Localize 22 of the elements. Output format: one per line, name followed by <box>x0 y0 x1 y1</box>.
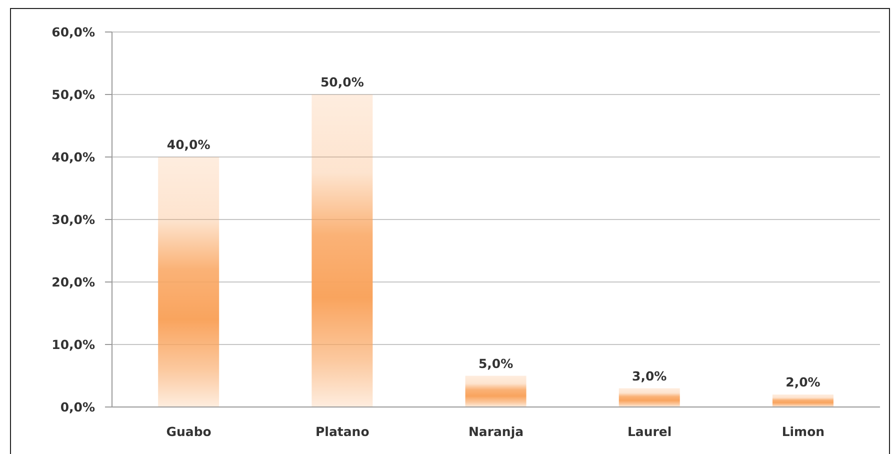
data-label: 50,0% <box>320 74 364 90</box>
data-label: 40,0% <box>166 137 211 152</box>
x-tick-label: Platano <box>316 424 370 439</box>
y-tick-label: 40,0% <box>52 149 96 164</box>
data-label: 3,0% <box>632 368 668 384</box>
bar <box>158 157 220 407</box>
x-tick-label: Limon <box>782 424 825 439</box>
y-tick-label: 10,0% <box>52 336 96 352</box>
bar <box>618 388 680 407</box>
data-label: 2,0% <box>786 374 821 390</box>
x-tick-label: Guabo <box>166 424 212 439</box>
data-label: 5,0% <box>478 356 514 371</box>
y-tick-label: 20,0% <box>52 274 96 290</box>
y-tick-label: 50,0% <box>52 86 96 102</box>
x-tick-label: Naranja <box>468 424 524 439</box>
y-tick-label: 30,0% <box>52 212 96 227</box>
bar <box>465 376 526 407</box>
bar <box>312 94 373 407</box>
y-tick-label: 0,0% <box>60 399 96 414</box>
bar <box>772 394 834 407</box>
y-tick-label: 60,0% <box>52 24 96 40</box>
x-tick-label: Laurel <box>627 424 672 439</box>
